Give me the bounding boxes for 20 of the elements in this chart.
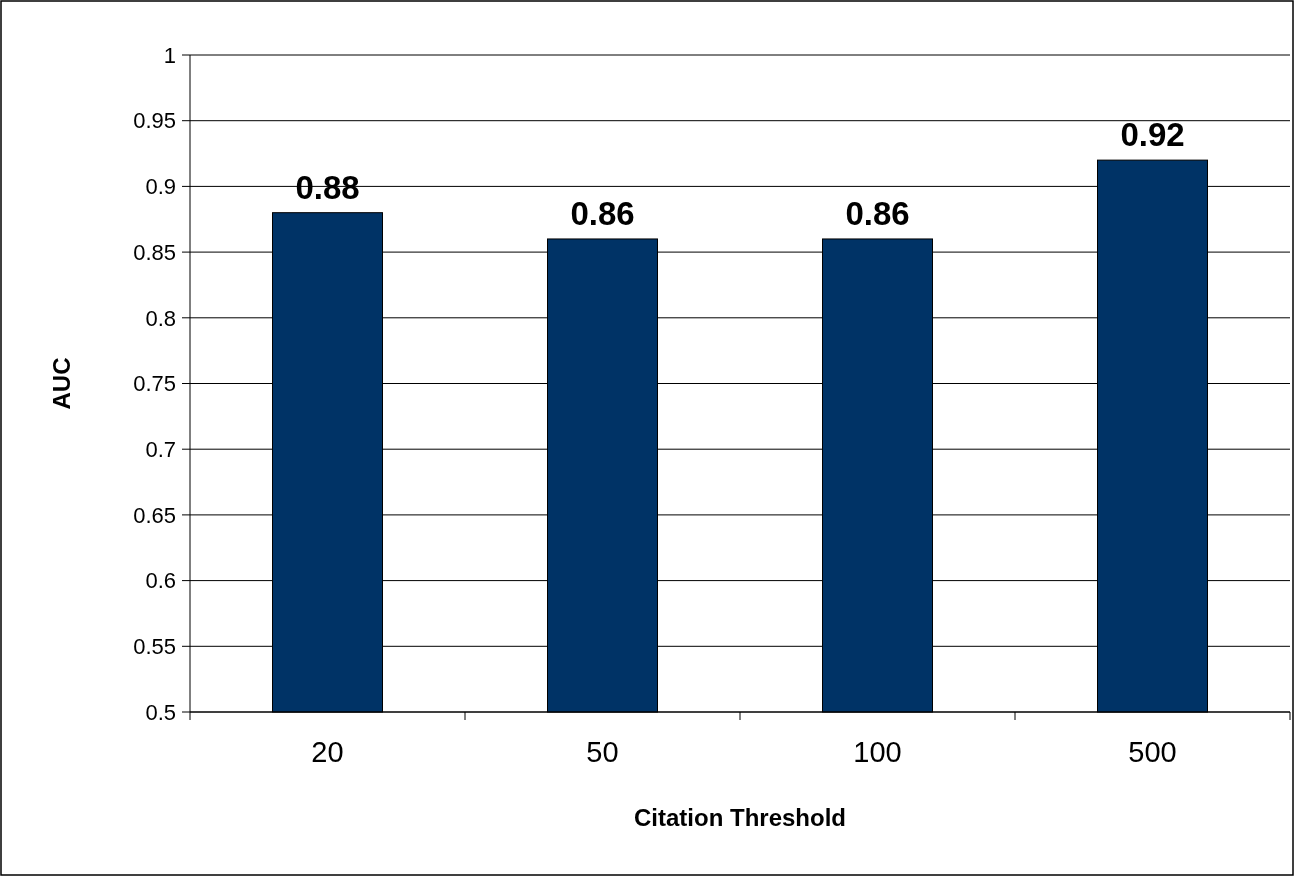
x-axis-title: Citation Threshold <box>634 804 846 831</box>
y-tick-label: 0.7 <box>145 436 176 462</box>
y-tick-label: 0.95 <box>133 108 176 134</box>
x-tick-label: 50 <box>586 736 619 768</box>
data-label: 0.86 <box>845 194 910 232</box>
y-tick-label: 0.6 <box>145 568 176 594</box>
y-tick-label: 1 <box>163 42 176 68</box>
x-tick-label: 500 <box>1128 736 1177 768</box>
x-tick-label: 20 <box>311 736 344 768</box>
data-label: 0.86 <box>570 194 635 232</box>
y-axis-title: AUC <box>48 357 75 410</box>
x-tick-label: 100 <box>853 736 902 768</box>
y-tick-label: 0.55 <box>133 634 176 659</box>
y-tick-label: 0.8 <box>145 305 176 331</box>
y-tick-label: 0.5 <box>145 699 176 725</box>
y-tick-label: 0.75 <box>133 371 176 397</box>
y-tick-label: 0.65 <box>133 502 176 528</box>
data-label: 0.92 <box>1120 116 1185 154</box>
y-tick-label: 0.9 <box>145 174 176 200</box>
y-tick-label: 0.85 <box>133 239 176 265</box>
